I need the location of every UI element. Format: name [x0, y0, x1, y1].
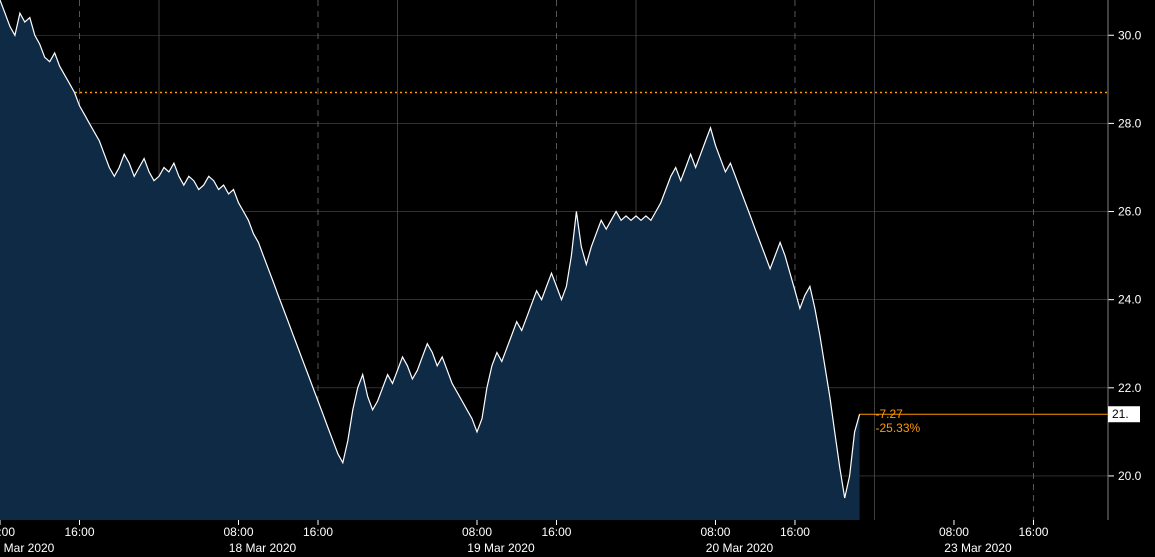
y-tick-label: 22.0	[1118, 381, 1142, 395]
x-time-label: 08:00	[223, 525, 253, 539]
x-day-label: 23 Mar 2020	[944, 541, 1012, 555]
x-time-label: 08:00	[939, 525, 969, 539]
y-tick-label: 24.0	[1118, 293, 1142, 307]
x-day-label: 19 Mar 2020	[467, 541, 535, 555]
price-chart: 20.0 22.0 24.0 26.0 28.0 30.0 21. -7.27-25.33% 0…	[0, 0, 1155, 557]
y-tick-label: 30.0	[1118, 28, 1142, 42]
current-value-text: 21.	[1112, 407, 1129, 421]
x-time-label: 16:00	[1018, 525, 1048, 539]
x-time-label: 16:00	[780, 525, 810, 539]
y-tick-label: 28.0	[1118, 116, 1142, 130]
delta-label: -7.27	[876, 407, 904, 421]
y-tick-label: 26.0	[1118, 205, 1142, 219]
x-time-label: 16:00	[541, 525, 571, 539]
x-time-label: 16:00	[64, 525, 94, 539]
x-time-label: 08:00	[0, 525, 15, 539]
x-day-label: 20 Mar 2020	[706, 541, 774, 555]
x-day-label: 18 Mar 2020	[229, 541, 297, 555]
x-day-label: 7 Mar 2020	[0, 541, 55, 555]
pct-label: -25.33%	[876, 421, 921, 435]
x-time-label: 08:00	[462, 525, 492, 539]
y-tick-label: 20.0	[1118, 469, 1142, 483]
chart-svg: 20.0 22.0 24.0 26.0 28.0 30.0 21. -7.27-25.33% 0…	[0, 0, 1155, 557]
x-time-label: 08:00	[700, 525, 730, 539]
x-time-label: 16:00	[303, 525, 333, 539]
